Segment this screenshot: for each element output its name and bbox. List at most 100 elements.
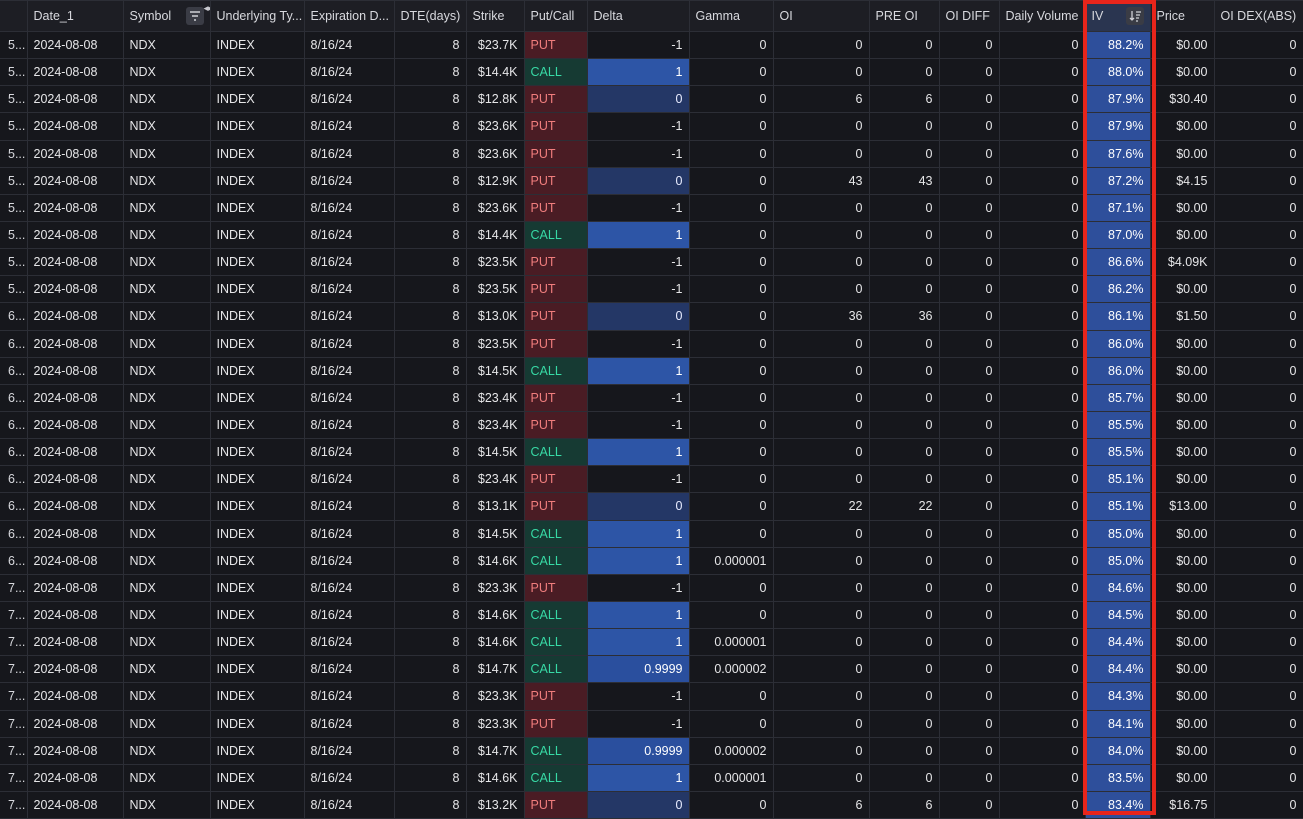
- iv-cell[interactable]: 86.6%: [1085, 248, 1151, 277]
- expiration-date-cell[interactable]: 8/16/24: [304, 411, 395, 440]
- oi-dex-abs-cell[interactable]: 0: [1214, 492, 1303, 521]
- underlying-type-cell[interactable]: INDEX: [210, 710, 305, 738]
- price-cell[interactable]: $0.00: [1150, 112, 1215, 141]
- oi-cell[interactable]: 0: [773, 330, 870, 358]
- row-index[interactable]: 6...: [0, 492, 28, 521]
- oi-diff-cell[interactable]: 0: [939, 275, 1000, 304]
- header-daily-volume[interactable]: Daily Volume: [999, 0, 1086, 32]
- put-call-cell[interactable]: PUT: [524, 492, 588, 521]
- expiration-date-cell[interactable]: 8/16/24: [304, 682, 395, 711]
- oi-dex-abs-cell[interactable]: 0: [1214, 737, 1303, 765]
- header-delta[interactable]: Delta: [587, 0, 690, 32]
- underlying-type-cell[interactable]: INDEX: [210, 112, 305, 141]
- date-cell[interactable]: 2024-08-08: [27, 112, 124, 141]
- pre-oi-cell[interactable]: 0: [869, 330, 940, 358]
- put-call-cell[interactable]: CALL: [524, 547, 588, 575]
- row-index[interactable]: 6...: [0, 520, 28, 548]
- put-call-cell[interactable]: CALL: [524, 357, 588, 385]
- expiration-date-cell[interactable]: 8/16/24: [304, 465, 395, 494]
- dte-cell[interactable]: 8: [394, 737, 467, 765]
- table-row[interactable]: 7... 2024-08-08 NDX INDEX 8/16/24 8 $13.2K PUT 0…: [0, 791, 1303, 819]
- iv-cell[interactable]: 85.5%: [1085, 438, 1151, 467]
- iv-cell[interactable]: 87.1%: [1085, 194, 1151, 222]
- oi-cell[interactable]: 0: [773, 58, 870, 87]
- oi-dex-abs-cell[interactable]: 0: [1214, 547, 1303, 575]
- oi-cell[interactable]: 0: [773, 194, 870, 222]
- oi-diff-cell[interactable]: 0: [939, 710, 1000, 738]
- symbol-cell[interactable]: NDX: [123, 167, 211, 195]
- dte-cell[interactable]: 8: [394, 275, 467, 304]
- expiration-date-cell[interactable]: 8/16/24: [304, 791, 395, 819]
- table-row[interactable]: 5... 2024-08-08 NDX INDEX 8/16/24 8 $23.6K PUT -…: [0, 140, 1303, 168]
- oi-dex-abs-cell[interactable]: 0: [1214, 85, 1303, 114]
- pre-oi-cell[interactable]: 0: [869, 31, 940, 60]
- gamma-cell[interactable]: 0: [689, 58, 774, 87]
- daily-volume-cell[interactable]: 0: [999, 655, 1086, 684]
- put-call-cell[interactable]: CALL: [524, 601, 588, 630]
- header-underlying-type[interactable]: Underlying Ty...: [210, 0, 305, 32]
- symbol-cell[interactable]: NDX: [123, 384, 211, 412]
- oi-dex-abs-cell[interactable]: 0: [1214, 601, 1303, 630]
- pre-oi-cell[interactable]: 0: [869, 221, 940, 250]
- date-cell[interactable]: 2024-08-08: [27, 248, 124, 277]
- delta-cell[interactable]: 0.9999: [587, 655, 690, 684]
- iv-cell[interactable]: 87.9%: [1085, 112, 1151, 141]
- expiration-date-cell[interactable]: 8/16/24: [304, 384, 395, 412]
- oi-cell[interactable]: 6: [773, 85, 870, 114]
- oi-diff-cell[interactable]: 0: [939, 302, 1000, 331]
- table-row[interactable]: 5... 2024-08-08 NDX INDEX 8/16/24 8 $23.7K PUT -…: [0, 31, 1303, 60]
- pre-oi-cell[interactable]: 0: [869, 194, 940, 222]
- date-cell[interactable]: 2024-08-08: [27, 574, 124, 602]
- expiration-date-cell[interactable]: 8/16/24: [304, 520, 395, 548]
- delta-cell[interactable]: -1: [587, 682, 690, 711]
- put-call-cell[interactable]: PUT: [524, 302, 588, 331]
- gamma-cell[interactable]: 0: [689, 682, 774, 711]
- symbol-cell[interactable]: NDX: [123, 547, 211, 575]
- price-cell[interactable]: $0.00: [1150, 628, 1215, 657]
- expiration-date-cell[interactable]: 8/16/24: [304, 574, 395, 602]
- iv-cell[interactable]: 84.4%: [1085, 655, 1151, 684]
- table-row[interactable]: 6... 2024-08-08 NDX INDEX 8/16/24 8 $14.5K CALL…: [0, 438, 1303, 467]
- dte-cell[interactable]: 8: [394, 682, 467, 711]
- underlying-type-cell[interactable]: INDEX: [210, 384, 305, 412]
- gamma-cell[interactable]: 0: [689, 221, 774, 250]
- delta-cell[interactable]: 0: [587, 302, 690, 331]
- daily-volume-cell[interactable]: 0: [999, 140, 1086, 168]
- daily-volume-cell[interactable]: 0: [999, 85, 1086, 114]
- strike-cell[interactable]: $23.6K: [466, 140, 525, 168]
- underlying-type-cell[interactable]: INDEX: [210, 357, 305, 385]
- gamma-cell[interactable]: 0.000001: [689, 628, 774, 657]
- oi-cell[interactable]: 0: [773, 140, 870, 168]
- gamma-cell[interactable]: 0: [689, 85, 774, 114]
- gamma-cell[interactable]: 0.000001: [689, 547, 774, 575]
- daily-volume-cell[interactable]: 0: [999, 248, 1086, 277]
- header-strike[interactable]: Strike: [466, 0, 525, 32]
- oi-diff-cell[interactable]: 0: [939, 112, 1000, 141]
- strike-cell[interactable]: $12.9K: [466, 167, 525, 195]
- header-dte-days[interactable]: DTE(days): [394, 0, 467, 32]
- date-cell[interactable]: 2024-08-08: [27, 302, 124, 331]
- oi-cell[interactable]: 0: [773, 465, 870, 494]
- daily-volume-cell[interactable]: 0: [999, 492, 1086, 521]
- delta-cell[interactable]: -1: [587, 194, 690, 222]
- dte-cell[interactable]: 8: [394, 384, 467, 412]
- oi-diff-cell[interactable]: 0: [939, 791, 1000, 819]
- iv-cell[interactable]: 86.0%: [1085, 330, 1151, 358]
- delta-cell[interactable]: -1: [587, 411, 690, 440]
- oi-cell[interactable]: 0: [773, 112, 870, 141]
- oi-diff-cell[interactable]: 0: [939, 140, 1000, 168]
- strike-cell[interactable]: $23.6K: [466, 112, 525, 141]
- date-cell[interactable]: 2024-08-08: [27, 764, 124, 792]
- table-row[interactable]: 7... 2024-08-08 NDX INDEX 8/16/24 8 $14.6K CALL…: [0, 628, 1303, 657]
- daily-volume-cell[interactable]: 0: [999, 601, 1086, 630]
- strike-cell[interactable]: $12.8K: [466, 85, 525, 114]
- oi-cell[interactable]: 0: [773, 574, 870, 602]
- oi-dex-abs-cell[interactable]: 0: [1214, 574, 1303, 602]
- dte-cell[interactable]: 8: [394, 330, 467, 358]
- strike-cell[interactable]: $14.4K: [466, 221, 525, 250]
- symbol-cell[interactable]: NDX: [123, 31, 211, 60]
- oi-cell[interactable]: 0: [773, 520, 870, 548]
- put-call-cell[interactable]: PUT: [524, 194, 588, 222]
- oi-cell[interactable]: 0: [773, 221, 870, 250]
- row-index[interactable]: 6...: [0, 465, 28, 494]
